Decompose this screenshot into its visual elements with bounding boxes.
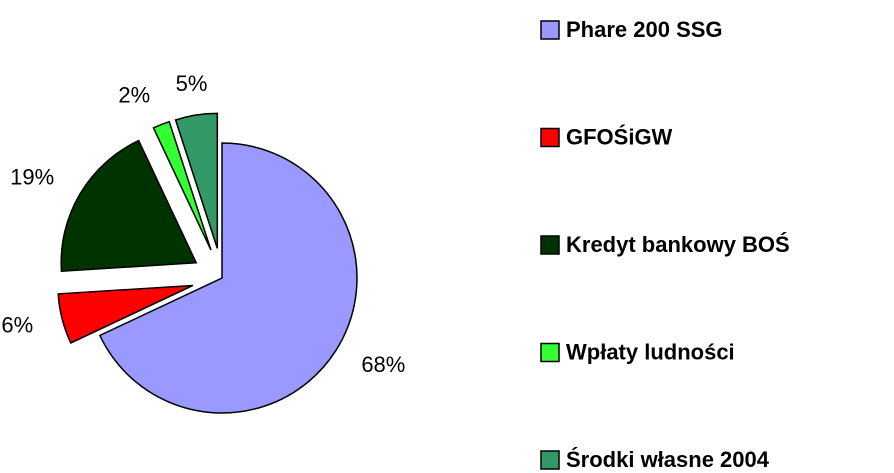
data-label: 68% — [361, 352, 405, 377]
pie-slice — [60, 139, 198, 273]
pie-slice — [152, 120, 212, 251]
legend-swatch — [540, 20, 560, 40]
pie-slice — [57, 284, 194, 344]
data-label: 5% — [176, 71, 208, 96]
data-label: 2% — [118, 83, 150, 108]
pie-slice — [174, 112, 219, 249]
legend-swatch — [540, 235, 560, 255]
legend-label: Phare 200 SSG — [566, 17, 723, 42]
legend-swatch — [540, 450, 560, 470]
legend-label: Środki własne 2004 — [566, 447, 770, 472]
data-label: 6% — [1, 312, 33, 337]
legend-label: Kredyt bankowy BOŚ — [566, 232, 790, 257]
pie-slice — [98, 142, 358, 414]
legend-label: GFOŚiGW — [566, 124, 673, 149]
legend-swatch — [540, 127, 560, 148]
legend-label: Wpłaty ludności — [566, 339, 735, 364]
data-label: 19% — [10, 165, 54, 190]
legend-swatch — [540, 342, 560, 363]
